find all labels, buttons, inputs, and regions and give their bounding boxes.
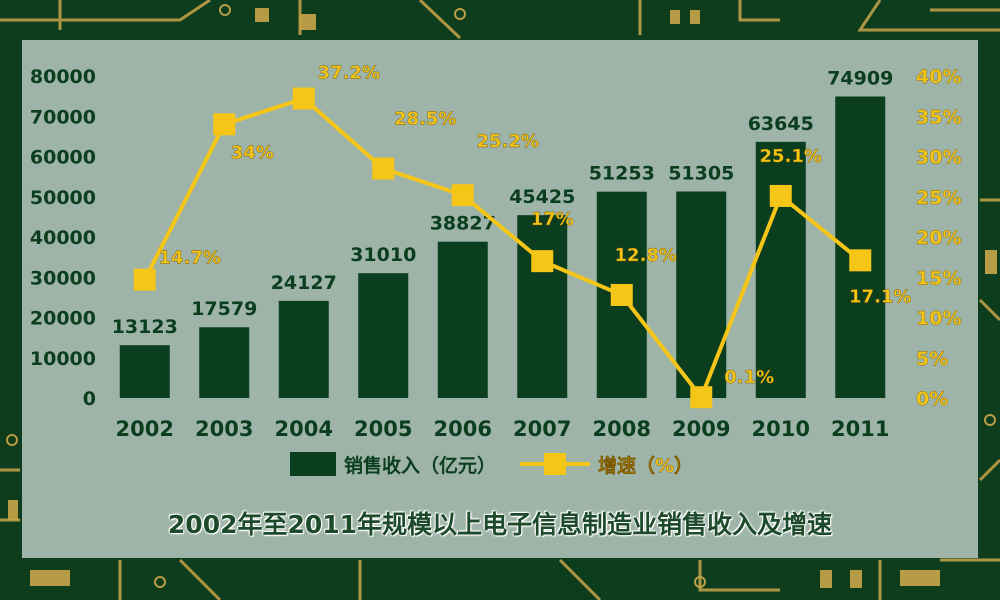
bar-value-label: 24127 <box>271 272 337 294</box>
growth-marker <box>292 87 315 110</box>
legend-bar-swatch <box>290 452 336 476</box>
growth-marker <box>849 249 872 272</box>
growth-value-label: 37.2% <box>318 63 380 84</box>
y-right-tick-label: 20% <box>916 227 961 249</box>
growth-value-label: 12.8% <box>615 245 677 266</box>
growth-marker <box>213 113 236 136</box>
y-left-tick-label: 80000 <box>30 66 96 88</box>
x-tick-label: 2004 <box>275 417 333 441</box>
y-left-tick-label: 10000 <box>30 348 96 370</box>
chart-title: 2002年至2011年规模以上电子信息制造业销售收入及增速 <box>167 510 833 539</box>
bar-value-label: 31010 <box>350 244 416 266</box>
bar-value-label: 51253 <box>589 163 655 185</box>
legend-line-label: 增速（%） <box>598 454 693 477</box>
bar-value-label: 74909 <box>827 67 893 89</box>
chart-panel <box>22 40 978 558</box>
growth-value-label: 25.1% <box>760 146 822 167</box>
y-right-tick-label: 25% <box>916 187 961 209</box>
growth-marker <box>133 268 156 291</box>
y-right-tick-label: 10% <box>916 308 961 330</box>
growth-value-label: 0.1% <box>724 367 774 388</box>
bar <box>278 300 329 398</box>
y-left-tick-label: 40000 <box>30 227 96 249</box>
y-right-tick-label: 35% <box>916 106 961 128</box>
bar <box>119 345 170 398</box>
y-right-tick-label: 0% <box>916 388 948 410</box>
bar-value-label: 45425 <box>509 186 575 208</box>
x-tick-label: 2010 <box>752 417 810 441</box>
y-left-tick-label: 50000 <box>30 187 96 209</box>
y-left-tick-label: 0 <box>83 388 96 410</box>
bar <box>199 327 250 398</box>
growth-value-label: 17% <box>531 209 574 230</box>
growth-marker <box>531 250 554 273</box>
x-tick-label: 2008 <box>593 417 651 441</box>
bar-value-label: 51305 <box>668 162 734 184</box>
bar <box>437 241 488 398</box>
growth-marker <box>610 283 633 306</box>
y-right-tick-label: 15% <box>916 267 961 289</box>
growth-marker <box>690 386 713 409</box>
x-tick-label: 2007 <box>513 417 571 441</box>
bar-value-label: 17579 <box>191 298 257 320</box>
x-tick-label: 2005 <box>354 417 412 441</box>
bar-value-label: 38827 <box>430 213 496 235</box>
x-tick-label: 2006 <box>434 417 492 441</box>
growth-value-label: 14.7% <box>159 248 221 269</box>
y-left-tick-label: 20000 <box>30 308 96 330</box>
y-left-tick-label: 70000 <box>30 106 96 128</box>
growth-value-label: 34% <box>231 142 274 163</box>
growth-marker <box>372 157 395 180</box>
legend-line-marker <box>544 453 566 475</box>
growth-marker <box>769 184 792 207</box>
y-right-tick-label: 5% <box>916 348 948 370</box>
y-left-tick-label: 30000 <box>30 267 96 289</box>
bar <box>517 215 568 398</box>
growth-value-label: 17.1% <box>849 286 911 307</box>
growth-marker <box>451 184 474 207</box>
x-tick-label: 2009 <box>672 417 730 441</box>
x-tick-label: 2002 <box>116 417 174 441</box>
x-tick-label: 2003 <box>195 417 253 441</box>
bar <box>358 273 409 398</box>
y-right-tick-label: 30% <box>916 147 961 169</box>
x-tick-label: 2011 <box>831 417 889 441</box>
growth-value-label: 28.5% <box>394 109 456 130</box>
bar-value-label: 63645 <box>748 113 814 135</box>
y-left-tick-label: 60000 <box>30 147 96 169</box>
bar <box>676 191 727 398</box>
bar <box>755 141 806 399</box>
legend-bar-label: 销售收入（亿元） <box>344 454 496 477</box>
y-right-tick-label: 40% <box>916 66 961 88</box>
growth-value-label: 25.2% <box>477 131 539 152</box>
bar-value-label: 13123 <box>112 316 178 338</box>
growth-line <box>142 96 862 402</box>
